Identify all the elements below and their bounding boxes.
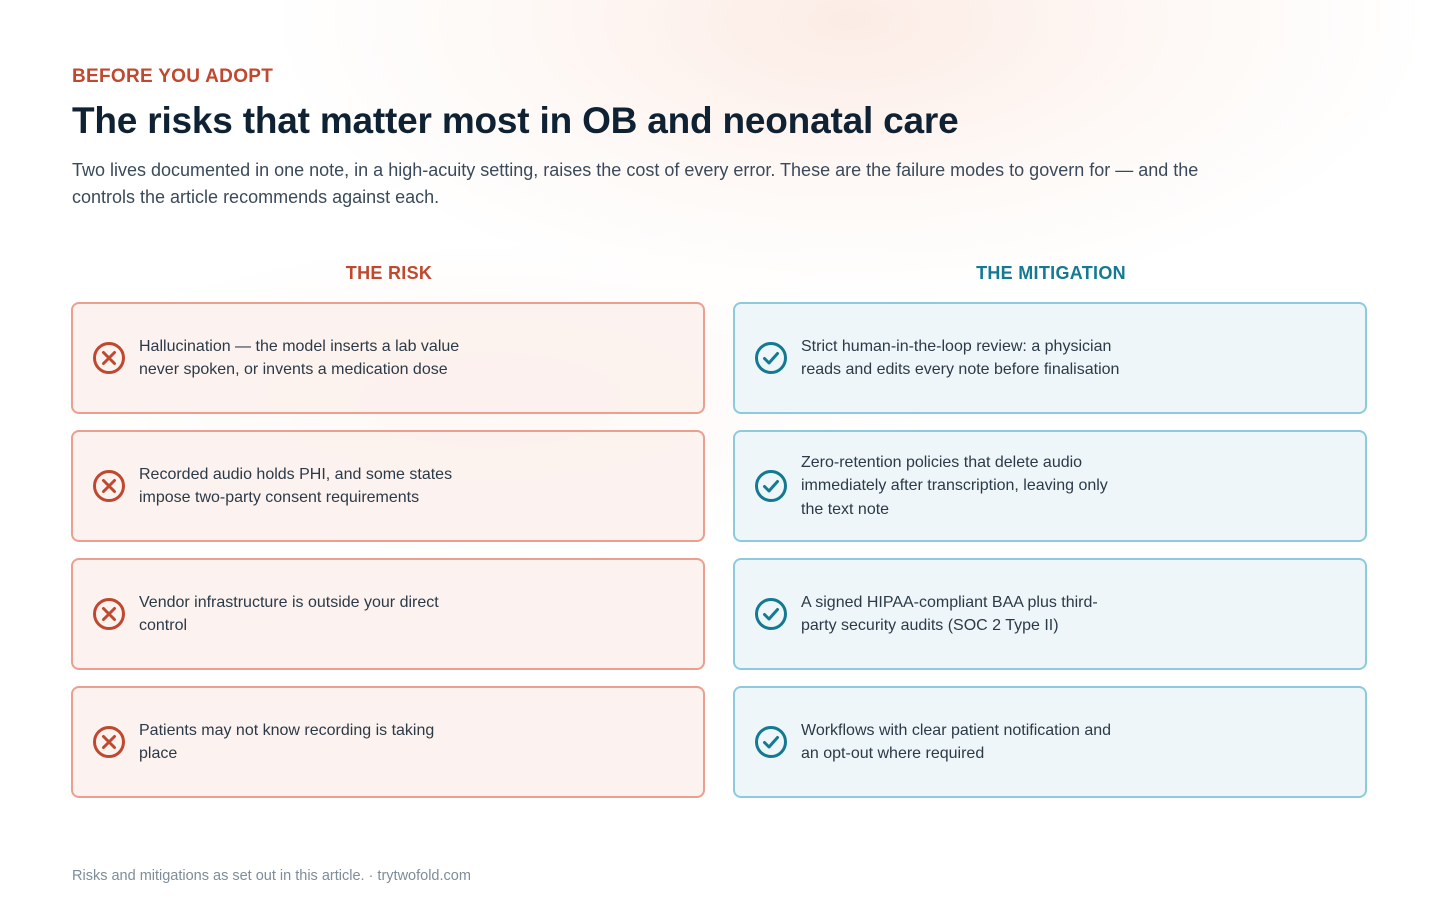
page-title: The risks that matter most in OB and neo… <box>72 100 959 141</box>
mitigation-text: A signed HIPAA-compliant BAA plus third-… <box>801 593 1098 635</box>
mitigation-card: A signed HIPAA-compliant BAA plus third-… <box>733 558 1367 670</box>
x-circle-icon <box>92 597 126 631</box>
risk-text: Patients may not know recording is takin… <box>139 721 435 763</box>
mitigation-text: Zero-retention policies that delete audi… <box>801 453 1108 518</box>
source-footer: Risks and mitigations as set out in this… <box>72 868 471 884</box>
risk-card: Patients may not know recording is takin… <box>71 686 705 798</box>
risk-text: Recorded audio holds PHI, and some state… <box>139 465 453 507</box>
risk-card: Hallucination — the model inserts a lab … <box>71 302 705 414</box>
x-circle-icon <box>92 725 126 759</box>
risk-card: Recorded audio holds PHI, and some state… <box>71 430 705 542</box>
check-circle-icon <box>754 469 788 503</box>
page-subtitle: Two lives documented in one note, in a h… <box>72 160 1199 207</box>
mitigation-card: Strict human-in-the-loop review: a physi… <box>733 302 1367 414</box>
mitigation-card: Zero-retention policies that delete audi… <box>733 430 1367 542</box>
check-circle-icon <box>754 597 788 631</box>
mitigation-text: Strict human-in-the-loop review: a physi… <box>801 337 1120 379</box>
check-circle-icon <box>754 725 788 759</box>
check-circle-icon <box>754 341 788 375</box>
background-glow <box>280 0 1420 300</box>
eyebrow-label: BEFORE YOU ADOPT <box>72 66 274 87</box>
x-circle-icon <box>92 341 126 375</box>
mitigation-column-heading: THE MITIGATION <box>976 263 1126 283</box>
risk-text: Hallucination — the model inserts a lab … <box>139 337 460 379</box>
mitigation-text: Workflows with clear patient notificatio… <box>801 721 1112 763</box>
mitigation-card: Workflows with clear patient notificatio… <box>733 686 1367 798</box>
risk-card: Vendor infrastructure is outside your di… <box>71 558 705 670</box>
risk-column-heading: THE RISK <box>345 263 433 283</box>
x-circle-icon <box>92 469 126 503</box>
risk-text: Vendor infrastructure is outside your di… <box>139 593 439 635</box>
